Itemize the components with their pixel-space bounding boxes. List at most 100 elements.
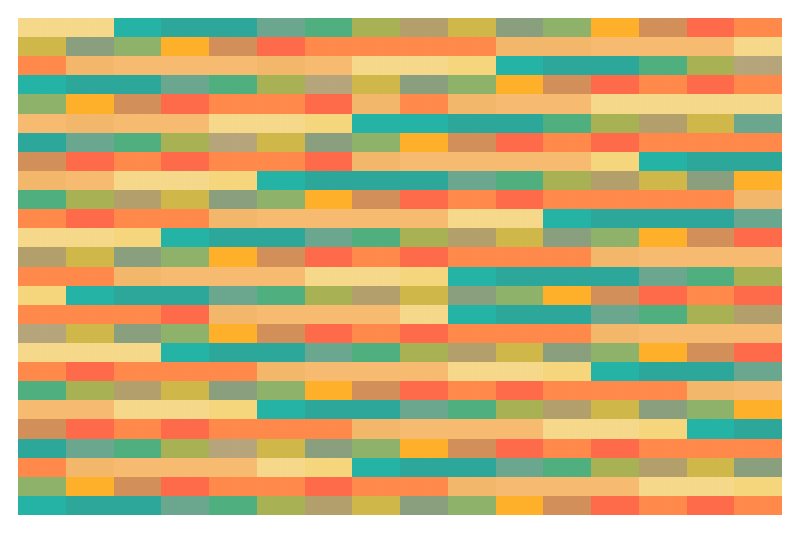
tile (400, 419, 448, 439)
tile (352, 362, 400, 382)
tile (18, 342, 66, 363)
tile (352, 342, 400, 363)
tile (495, 56, 544, 76)
tile (543, 113, 591, 133)
tile (495, 457, 544, 477)
tile (209, 457, 257, 477)
tile (734, 247, 782, 267)
tile (113, 323, 162, 343)
tile (256, 94, 305, 114)
tile (209, 304, 257, 324)
tile (686, 342, 735, 363)
tile (113, 476, 162, 496)
tile (447, 419, 496, 439)
tile (304, 266, 353, 286)
tile (352, 209, 400, 229)
tile (495, 247, 544, 267)
tile (447, 304, 496, 324)
tile (209, 495, 257, 515)
tile (400, 266, 448, 286)
tile (591, 113, 639, 133)
tile (495, 209, 544, 229)
tile (304, 381, 353, 401)
tile (495, 132, 544, 152)
tile (18, 476, 66, 496)
tile (400, 247, 448, 267)
tile (304, 362, 353, 382)
tile (209, 285, 257, 305)
tile (447, 151, 496, 171)
tile (65, 266, 114, 286)
tile (209, 381, 257, 401)
tile (18, 18, 66, 38)
tile (447, 228, 496, 248)
tile (304, 190, 353, 210)
tile (543, 419, 591, 439)
tile (734, 304, 782, 324)
tile (161, 56, 209, 76)
tile (352, 323, 400, 343)
tile (543, 228, 591, 248)
tile (18, 209, 66, 229)
tile (304, 438, 353, 458)
tile (543, 438, 591, 458)
tile (256, 342, 305, 363)
tile (161, 381, 209, 401)
tile (400, 285, 448, 305)
tile (304, 37, 353, 57)
tile (400, 37, 448, 57)
tile (18, 266, 66, 286)
tile (638, 285, 687, 305)
tile (734, 285, 782, 305)
tile (686, 190, 735, 210)
tile (256, 209, 305, 229)
tile (638, 228, 687, 248)
tile (543, 94, 591, 114)
tile (256, 419, 305, 439)
tile (65, 132, 114, 152)
tile (161, 476, 209, 496)
tile (638, 381, 687, 401)
tile (209, 438, 257, 458)
tile (161, 457, 209, 477)
tile (591, 476, 639, 496)
tile (734, 190, 782, 210)
tile (352, 190, 400, 210)
tile (734, 151, 782, 171)
tile (209, 75, 257, 95)
tile (209, 94, 257, 114)
tile (304, 132, 353, 152)
tile (591, 94, 639, 114)
tile (65, 381, 114, 401)
tile (447, 323, 496, 343)
tile (638, 113, 687, 133)
tile (161, 285, 209, 305)
tile (161, 323, 209, 343)
tile (113, 285, 162, 305)
tile (65, 151, 114, 171)
tile (495, 266, 544, 286)
tile (495, 285, 544, 305)
tile (447, 285, 496, 305)
tile (161, 75, 209, 95)
tile (400, 75, 448, 95)
tile (686, 170, 735, 191)
tile (161, 18, 209, 38)
tile (400, 342, 448, 363)
tile (161, 266, 209, 286)
tile (734, 170, 782, 191)
tile (304, 151, 353, 171)
tile (495, 381, 544, 401)
tile (543, 342, 591, 363)
tile (113, 113, 162, 133)
tile (638, 37, 687, 57)
tile (686, 419, 735, 439)
tile (18, 285, 66, 305)
tile (686, 476, 735, 496)
tile (543, 18, 591, 38)
tile (686, 323, 735, 343)
tile (495, 476, 544, 496)
tile (256, 457, 305, 477)
tile (400, 400, 448, 420)
tile (686, 304, 735, 324)
